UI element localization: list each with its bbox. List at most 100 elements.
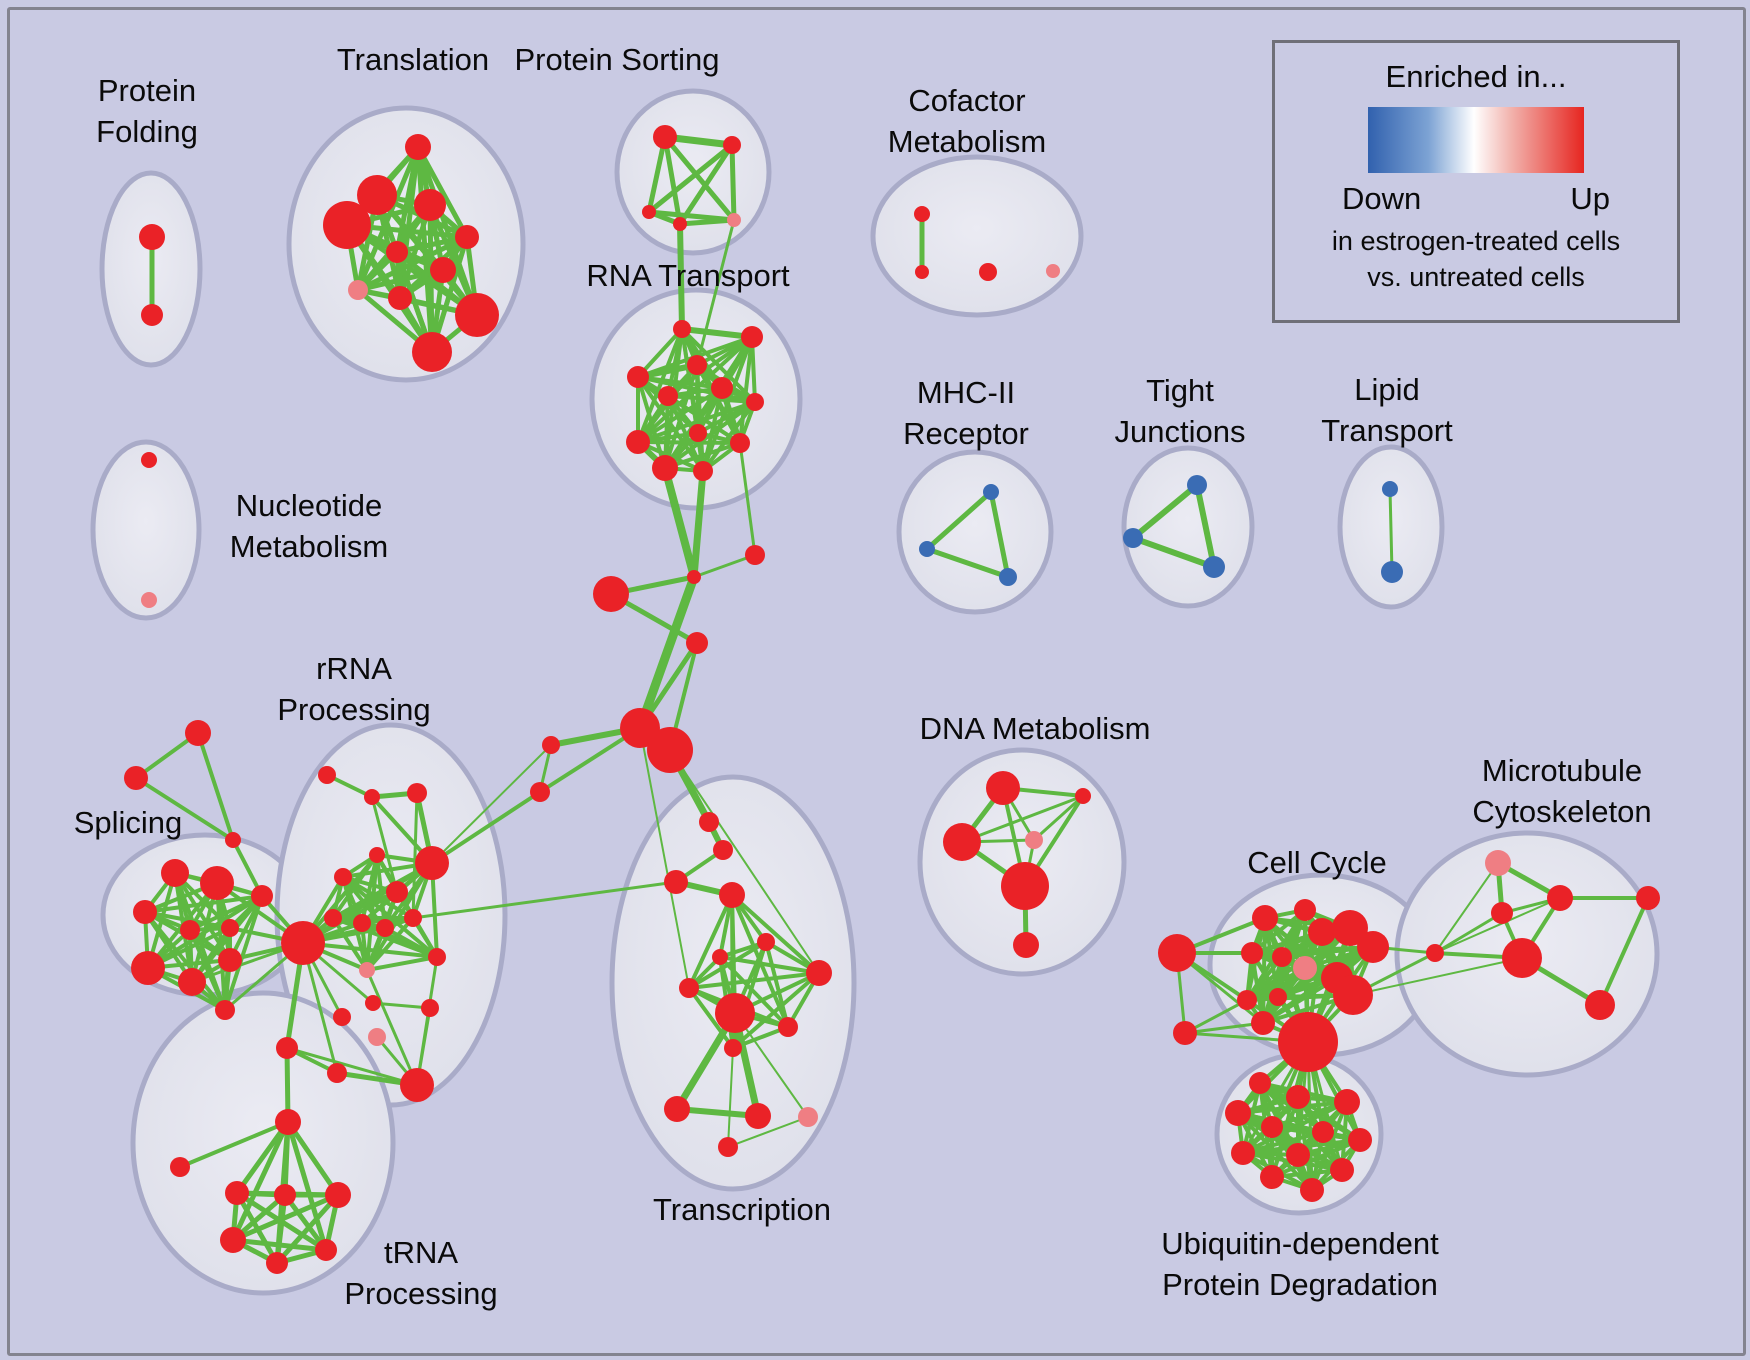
edge (1270, 1138, 1362, 1179)
gene-set-node (220, 1227, 246, 1253)
gene-set-node (131, 951, 165, 985)
gene-set-node (1225, 1100, 1251, 1126)
cluster-label-ps: Protein Sorting (514, 42, 719, 77)
gene-set-node (348, 280, 368, 300)
gene-set-node (798, 1107, 818, 1127)
edge (274, 1192, 341, 1266)
gene-set-node (719, 882, 745, 908)
edge (1433, 911, 1504, 955)
legend-subtitle-line2: vs. untreated cells (1367, 262, 1585, 292)
gene-set-node (225, 832, 241, 848)
gene-set-node (170, 1157, 190, 1177)
gene-set-node (1485, 850, 1511, 876)
gene-set-node (745, 1103, 771, 1129)
gene-set-node (1491, 902, 1513, 924)
gene-set-node (999, 568, 1017, 586)
gene-set-node (1025, 831, 1043, 849)
edge (234, 1119, 291, 1196)
gene-set-node (281, 921, 325, 965)
edge (223, 894, 264, 1012)
gene-set-node (225, 1181, 249, 1205)
edge (431, 744, 552, 864)
gene-set-node (693, 461, 713, 481)
edge (1183, 1021, 1265, 1035)
gene-set-node (1348, 1128, 1372, 1152)
gene-set-node (530, 782, 550, 802)
cluster-label-trn: Processing (344, 1276, 497, 1311)
gene-set-node (274, 1184, 296, 1206)
edge (143, 910, 227, 1012)
gene-set-node (178, 968, 206, 996)
cluster-label-tj: Junctions (1115, 414, 1246, 449)
gene-set-node (124, 766, 148, 790)
edge (690, 467, 707, 581)
gene-set-node (333, 1008, 351, 1026)
gene-set-node (1173, 1021, 1197, 1045)
gene-set-node (724, 1039, 742, 1057)
edge (274, 1192, 288, 1266)
edge (718, 955, 790, 1029)
gene-set-node (412, 332, 452, 372)
gene-set-node (687, 570, 701, 584)
gene-set-node (359, 962, 375, 978)
gene-set-node (642, 205, 656, 219)
gene-set-node (679, 978, 699, 998)
gene-set-node (357, 175, 397, 215)
gene-set-node (727, 213, 741, 227)
gene-set-node (919, 541, 935, 557)
gene-set-node (627, 366, 649, 388)
gene-set-node (364, 789, 380, 805)
gene-set-node (806, 960, 832, 986)
gene-set-node (620, 708, 660, 748)
gene-set-node (1381, 561, 1403, 583)
cluster-label-ub: Protein Degradation (1162, 1267, 1438, 1302)
gene-set-node (404, 909, 422, 927)
edge (411, 791, 419, 920)
edge (331, 916, 369, 972)
edge (430, 790, 542, 865)
gene-set-node (368, 1028, 386, 1046)
edge (729, 142, 737, 223)
edge (196, 731, 235, 842)
gene-set-node (1286, 1085, 1310, 1109)
gene-set-node (1382, 481, 1398, 497)
cluster-label-rr: rRNA (316, 651, 392, 686)
edge (178, 1120, 290, 1169)
cluster-label-cc: Cell Cycle (1247, 845, 1387, 880)
edge (285, 1119, 329, 1253)
edge (411, 880, 678, 920)
edge (731, 971, 821, 1050)
edge (687, 986, 735, 1050)
edge (692, 553, 757, 579)
cluster-label-tr: Transcription (653, 1192, 831, 1227)
gene-set-node (185, 720, 211, 746)
gene-set-node (1187, 475, 1207, 495)
gene-set-node (1237, 990, 1257, 1010)
gene-set-node (1241, 942, 1263, 964)
edge (1130, 535, 1217, 570)
edge (301, 941, 439, 959)
gene-set-node (276, 1037, 298, 1059)
gene-set-node (745, 545, 765, 565)
gene-set-node (673, 217, 687, 231)
gene-set-node (1001, 862, 1049, 910)
gene-set-node (323, 201, 371, 249)
gene-set-node (455, 225, 479, 249)
edge (669, 749, 820, 974)
gene-set-node (1203, 556, 1225, 578)
gene-set-node (353, 914, 371, 932)
gene-set-node (1334, 1089, 1360, 1115)
nodes (124, 125, 1660, 1274)
cluster-label-cf: Metabolism (888, 124, 1047, 159)
edge (662, 134, 683, 227)
gene-set-node (1330, 1158, 1354, 1182)
gene-set-node (141, 592, 157, 608)
edge (285, 1046, 419, 1087)
cluster-label-mhc: Receptor (903, 416, 1029, 451)
edge (190, 894, 264, 984)
edge (727, 1047, 734, 1148)
gene-set-node (415, 846, 449, 880)
cluster-label-rt: RNA Transport (586, 258, 790, 293)
cluster-label-tl: Translation (337, 42, 489, 77)
gene-set-node (741, 326, 763, 348)
